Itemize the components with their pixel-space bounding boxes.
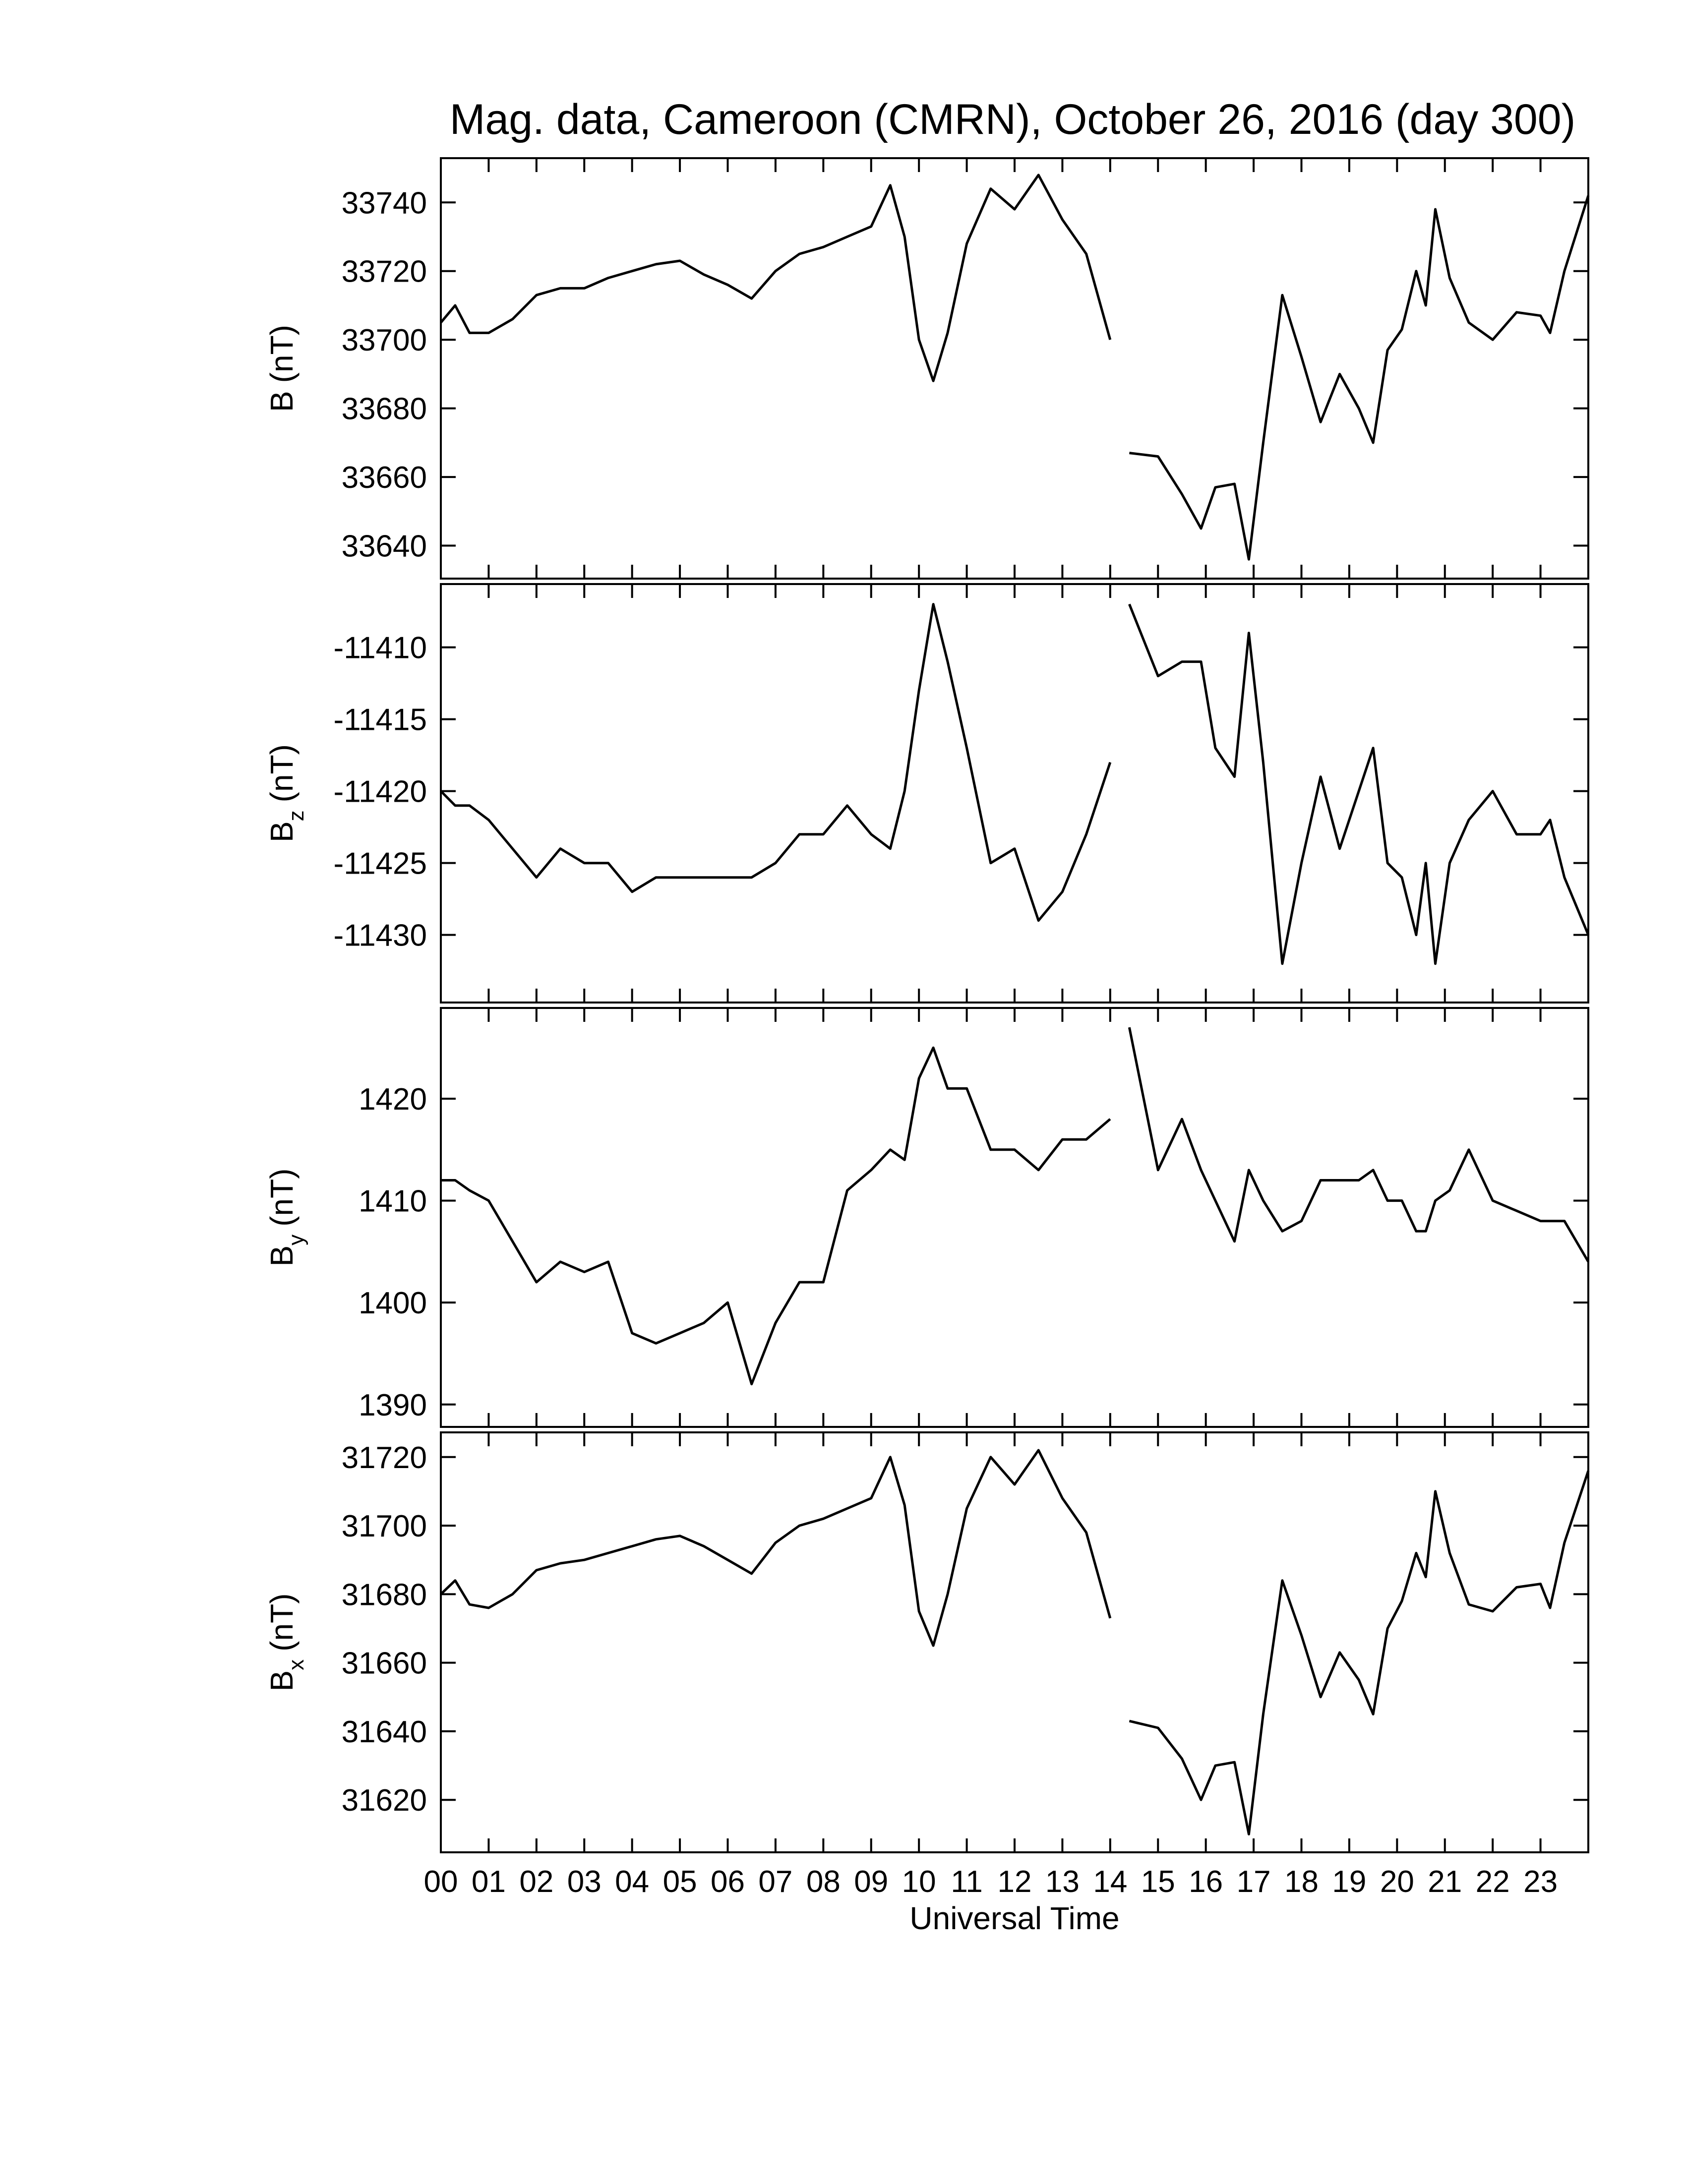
x-tick-label: 23 xyxy=(1523,1865,1558,1899)
y-label-sub: z xyxy=(284,810,308,821)
data-line xyxy=(440,603,1590,965)
data-line xyxy=(441,1027,1590,1386)
y-tick-label: 31680 xyxy=(342,1578,427,1612)
x-tick-label: 17 xyxy=(1237,1865,1271,1899)
x-tick-label: 15 xyxy=(1141,1865,1175,1899)
y-tick-label: 31660 xyxy=(342,1647,427,1681)
y-tick-label: -11410 xyxy=(334,631,427,665)
x-tick-label: 12 xyxy=(998,1865,1032,1899)
y-label-sub: y xyxy=(284,1235,308,1245)
x-tick-label: 11 xyxy=(951,1865,982,1899)
y-tick-label: 33720 xyxy=(342,255,427,289)
y-label-sub: x xyxy=(284,1659,308,1670)
y-tick-label: 31720 xyxy=(342,1441,427,1475)
y-tick-label: 33680 xyxy=(342,392,427,426)
x-tick-label: 08 xyxy=(806,1865,841,1899)
x-tick-label: 10 xyxy=(902,1865,936,1899)
x-axis-label: Universal Time xyxy=(909,1900,1119,1936)
y-tick-label: 1400 xyxy=(359,1286,427,1320)
x-tick-label: 14 xyxy=(1093,1865,1127,1899)
x-tick-label: 18 xyxy=(1284,1865,1319,1899)
plot-frame xyxy=(440,157,1589,580)
y-tick-label: -11425 xyxy=(334,847,427,881)
plot-frame xyxy=(440,583,1589,1003)
plot-frame xyxy=(440,1431,1589,1853)
x-tick-label: 05 xyxy=(663,1865,697,1899)
data-line xyxy=(440,174,1590,561)
y-tick-label: -11415 xyxy=(334,703,427,737)
plot-frame xyxy=(440,1007,1589,1428)
x-tick-label: 01 xyxy=(472,1865,506,1899)
y-tick-label: 33660 xyxy=(342,461,427,495)
y-axis-label: Bx (nT) xyxy=(264,1594,308,1692)
y-label-unit: (nT) xyxy=(264,744,300,802)
x-tick-label: 02 xyxy=(519,1865,553,1899)
x-tick-label: 09 xyxy=(854,1865,888,1899)
y-axis-label: B (nT) xyxy=(264,325,300,412)
y-tick-label: 1390 xyxy=(359,1388,427,1422)
chart-title: Mag. data, Cameroon (CMRN), October 26, … xyxy=(450,96,1575,143)
y-axis-label: Bz (nT) xyxy=(264,744,308,842)
y-label-unit: (nT) xyxy=(264,1169,300,1227)
x-tick-label: 13 xyxy=(1045,1865,1080,1899)
y-label-base: B xyxy=(264,1670,300,1692)
y-tick-label: 31620 xyxy=(342,1783,427,1818)
y-tick-label: 33640 xyxy=(342,530,427,564)
x-tick-label: 20 xyxy=(1380,1865,1414,1899)
x-tick-label: 22 xyxy=(1476,1865,1510,1899)
x-tick-label: 00 xyxy=(424,1865,458,1899)
x-tick-label: 03 xyxy=(567,1865,602,1899)
y-label-base: B xyxy=(264,1245,300,1267)
y-label-unit: (nT) xyxy=(264,325,300,383)
y-tick-label: 1420 xyxy=(359,1082,427,1117)
y-axis-label: By (nT) xyxy=(264,1169,308,1267)
y-label-unit: (nT) xyxy=(264,1594,300,1652)
y-label-base: B xyxy=(264,821,300,842)
y-tick-label: -11420 xyxy=(334,775,427,809)
x-tick-label: 16 xyxy=(1189,1865,1223,1899)
x-tick-label: 04 xyxy=(615,1865,649,1899)
y-tick-label: 33740 xyxy=(342,186,427,220)
data-line xyxy=(440,1449,1590,1835)
x-tick-label: 21 xyxy=(1428,1865,1462,1899)
y-tick-label: 1410 xyxy=(359,1184,427,1219)
y-tick-label: -11430 xyxy=(334,919,427,953)
x-tick-label: 06 xyxy=(711,1865,745,1899)
x-tick-label: 19 xyxy=(1332,1865,1366,1899)
y-label-base: B xyxy=(264,391,300,412)
y-tick-label: 31700 xyxy=(342,1509,427,1543)
y-tick-label: 33700 xyxy=(342,323,427,357)
x-tick-label: 07 xyxy=(758,1865,792,1899)
y-tick-label: 31640 xyxy=(342,1715,427,1749)
